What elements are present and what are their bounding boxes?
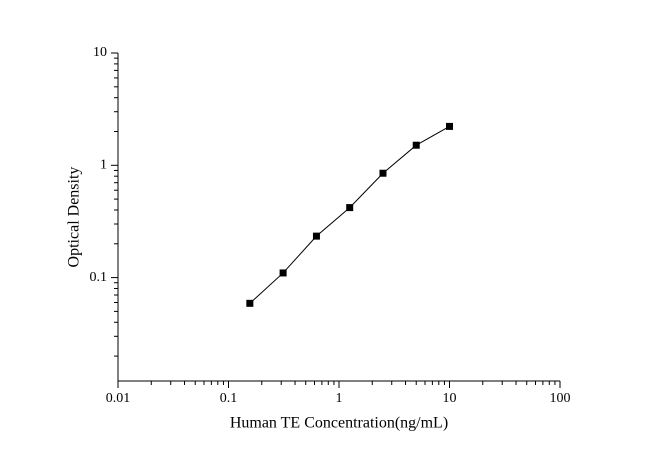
x-axis-title: Human TE Concentration(ng/mL)	[230, 415, 448, 432]
y-tick-label: 10	[93, 45, 107, 60]
data-point	[246, 299, 254, 307]
x-tick-label: 0.1	[220, 391, 238, 406]
data-point	[379, 169, 387, 177]
x-tick-label: 0.01	[106, 391, 131, 406]
x-tick-label: 10	[443, 391, 457, 406]
y-axis-title: Optical Density	[66, 167, 83, 268]
series-line	[249, 125, 450, 304]
data-point	[446, 122, 453, 130]
data-point	[412, 141, 420, 149]
data-point	[312, 232, 320, 240]
y-tick-label: 1	[100, 158, 107, 173]
x-tick-label: 100	[550, 391, 571, 406]
data-point	[279, 269, 287, 277]
y-tick-label: 0.1	[90, 270, 108, 285]
x-tick-label: 1	[336, 391, 343, 406]
data-point	[346, 204, 354, 212]
